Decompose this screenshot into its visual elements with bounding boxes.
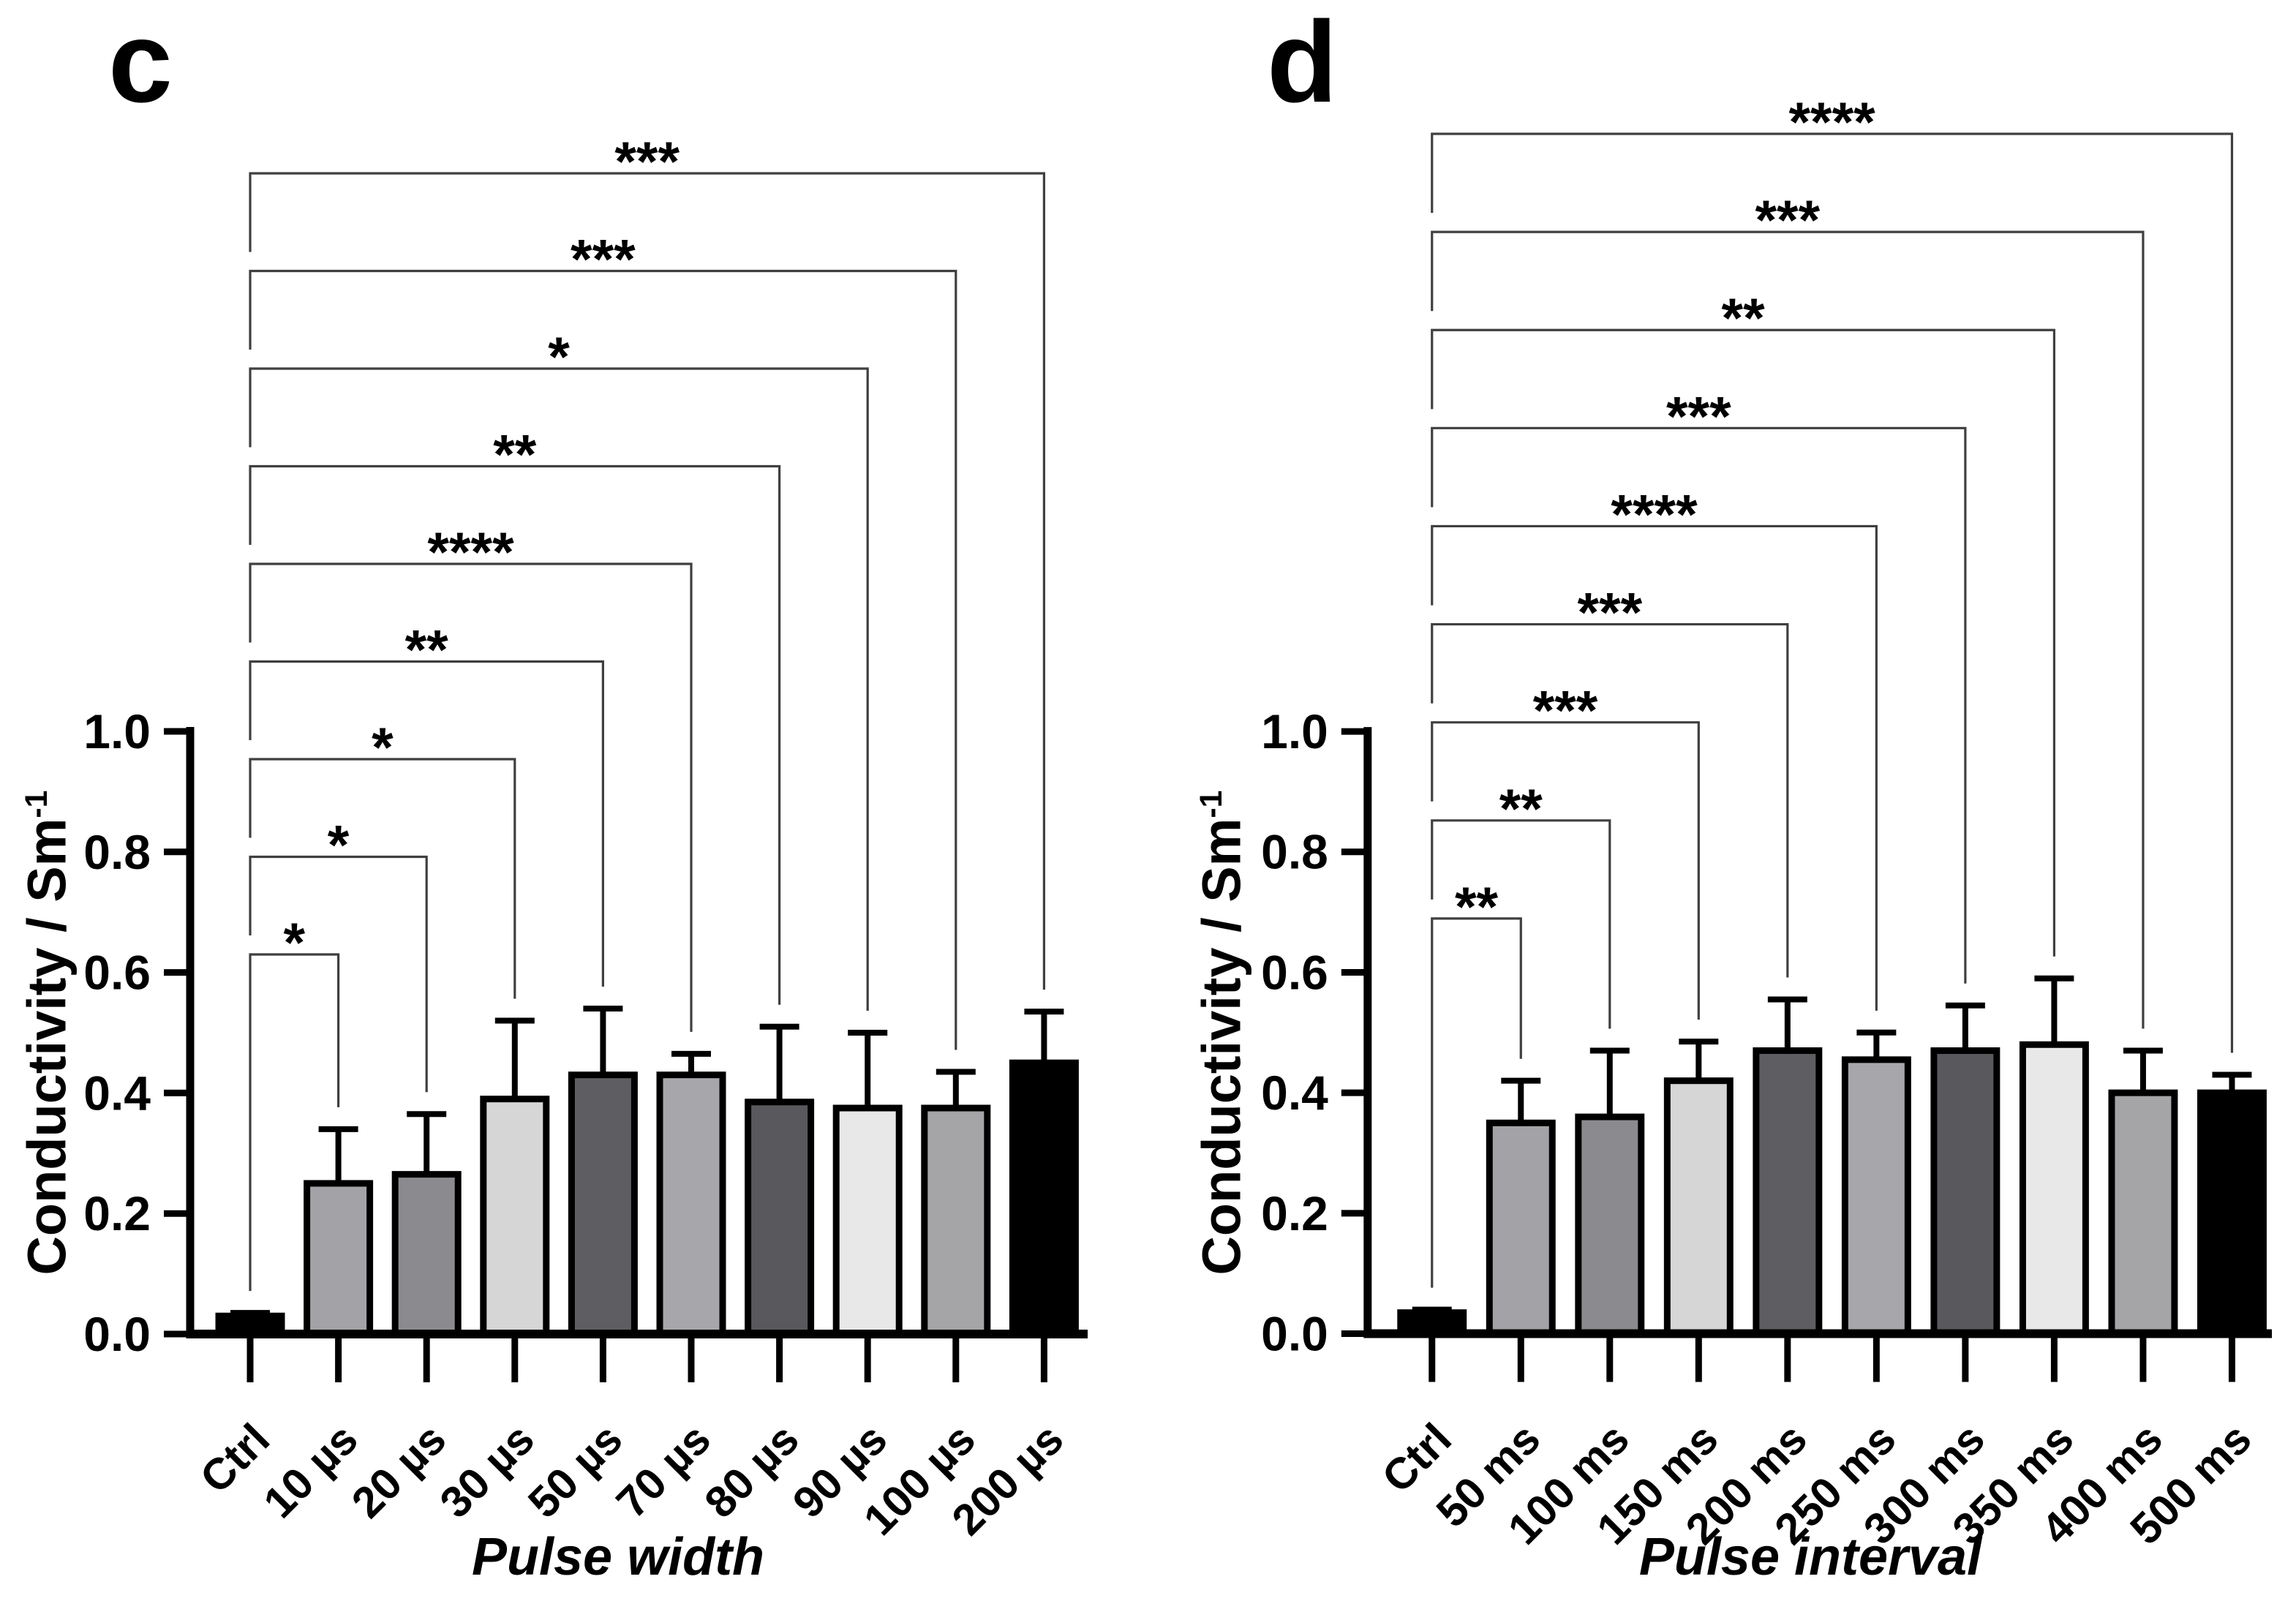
bar-500 ms <box>2197 1089 2267 1338</box>
bar-50 ms <box>1486 1119 1556 1338</box>
error-bar <box>318 1126 358 1182</box>
significance-bracket: ** <box>249 619 604 987</box>
panel-d-x-axis-title: Pulse interval <box>1638 1528 1982 1586</box>
y-tick-label: 0.0 <box>83 1307 151 1361</box>
x-tick-label: 50 µs <box>519 1414 631 1527</box>
bar-250 ms <box>1841 1056 1911 1338</box>
significance-stars: * <box>372 717 394 779</box>
significance-bracket: **** <box>1431 483 1878 1011</box>
bar-10 µs <box>304 1180 374 1338</box>
significance-stars: **** <box>1788 91 1875 154</box>
significance-stars: *** <box>614 131 680 193</box>
bar-350 ms <box>2019 1041 2089 1338</box>
significance-bracket: * <box>249 912 340 1292</box>
panel-d-chart: **************************0.00.20.40.60.… <box>1261 91 2273 1553</box>
bar-300 ms <box>1930 1047 2000 1338</box>
bar-90 µs <box>832 1104 903 1338</box>
error-bar <box>2034 975 2074 1044</box>
significance-stars: *** <box>1577 582 1642 644</box>
error-bar <box>407 1111 447 1173</box>
significance-bracket: ** <box>1431 287 2056 957</box>
bar-20 µs <box>391 1171 462 1338</box>
significance-stars: ** <box>405 619 449 682</box>
error-bar <box>1945 1002 1985 1050</box>
significance-bracket: *** <box>1431 189 2145 1029</box>
panel-d: d Conductivity / Sm-1 ** ** *** *** **** *** *… <box>1148 0 2296 1620</box>
y-tick-label: 1.0 <box>83 704 151 758</box>
significance-stars: * <box>548 326 570 388</box>
significance-stars: *** <box>571 229 636 291</box>
bar-80 µs <box>745 1099 815 1338</box>
significance-bracket: * <box>249 815 428 1093</box>
bar-50 µs <box>568 1071 638 1338</box>
significance-bracket: * <box>249 326 869 1011</box>
significance-stars: ** <box>1499 778 1543 840</box>
significance-stars: ** <box>1722 287 1766 350</box>
y-tick-label: 0.4 <box>83 1066 151 1120</box>
significance-stars: *** <box>1755 189 1821 252</box>
error-bar <box>583 1006 623 1074</box>
significance-bracket: ** <box>1431 778 1611 1029</box>
panel-c-x-axis-title: Pulse width <box>471 1528 765 1586</box>
x-tick-label: 30 µs <box>431 1414 543 1527</box>
error-bar <box>848 1030 888 1107</box>
error-bar <box>494 1017 535 1098</box>
bar-200 ms <box>1753 1047 1823 1338</box>
significance-bracket: **** <box>249 521 693 1032</box>
panel-c-chart: ******************0.00.20.40.60.81.0Ctrl… <box>83 131 1088 1545</box>
bar-200 µs <box>1009 1059 1079 1338</box>
y-tick-label: 0.8 <box>83 825 151 879</box>
significance-stars: *** <box>1533 680 1598 742</box>
y-tick-label: 0.8 <box>1261 825 1328 879</box>
significance-stars: **** <box>1611 483 1698 546</box>
significance-bracket: ** <box>1431 876 1522 1288</box>
significance-bracket: **** <box>1431 91 2234 1053</box>
error-bar <box>1856 1029 1897 1058</box>
significance-stars: ** <box>493 424 537 486</box>
x-tick-label: 70 µs <box>607 1414 720 1527</box>
error-bar <box>1589 1047 1630 1116</box>
bar-70 µs <box>656 1071 726 1338</box>
bar-150 ms <box>1663 1077 1734 1338</box>
error-bar <box>1501 1077 1541 1122</box>
bar-100 µs <box>921 1104 991 1338</box>
bar-30 µs <box>480 1096 550 1338</box>
x-tick-label: 10 µs <box>254 1414 366 1527</box>
y-tick-label: 0.2 <box>83 1186 151 1240</box>
panel-d-letter: d <box>1267 0 1338 127</box>
y-tick-label: 0.6 <box>83 946 151 1000</box>
x-tick-label: 20 µs <box>342 1414 455 1527</box>
y-tick-label: 0.4 <box>1261 1066 1328 1120</box>
bar-400 ms <box>2108 1089 2178 1338</box>
panel-c-letter: c <box>108 0 173 127</box>
significance-bracket: *** <box>1431 680 1700 1020</box>
error-bar <box>936 1069 976 1107</box>
error-bar <box>2123 1047 2163 1092</box>
error-bar <box>2212 1071 2252 1092</box>
significance-bracket: *** <box>249 131 1045 990</box>
significance-stars: * <box>328 815 350 877</box>
significance-stars: **** <box>427 521 514 584</box>
error-bar <box>671 1050 711 1074</box>
significance-stars: *** <box>1666 385 1731 448</box>
significance-bracket: *** <box>1431 385 1967 984</box>
y-tick-label: 0.0 <box>1261 1307 1328 1361</box>
x-tick-label: 80 µs <box>695 1414 808 1527</box>
y-tick-label: 0.6 <box>1261 945 1328 999</box>
significance-stars: ** <box>1455 876 1499 938</box>
panel-c: c Conductivity / Sm-1 * * * ** **** ** * *** ***… <box>17 0 1088 1586</box>
significance-bracket: ** <box>249 424 781 1005</box>
significance-stars: * <box>284 912 306 974</box>
y-tick-label: 1.0 <box>1261 704 1328 758</box>
error-bar <box>1024 1009 1064 1062</box>
significance-bracket: *** <box>249 229 957 1050</box>
y-tick-label: 0.2 <box>1261 1186 1328 1240</box>
error-bar <box>1679 1039 1719 1080</box>
significance-bracket: *** <box>1431 582 1789 978</box>
error-bar <box>759 1023 799 1101</box>
error-bar <box>1767 996 1807 1050</box>
significance-bracket: * <box>249 717 516 999</box>
bar-100 ms <box>1575 1113 1645 1338</box>
